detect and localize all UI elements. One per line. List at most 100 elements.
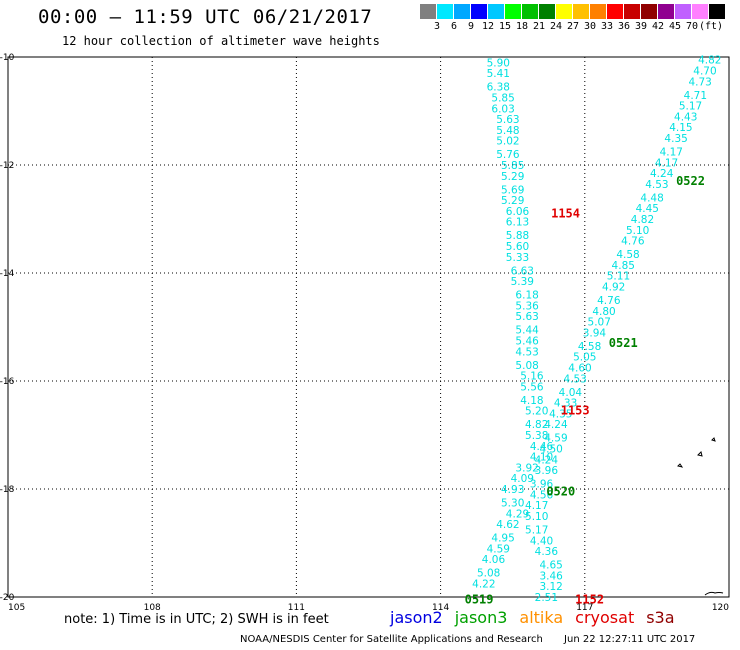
satellite-legend-item: altika: [519, 608, 564, 627]
wave-height-value-west: 5.02: [496, 136, 519, 148]
satellite-legend-item: jason2: [390, 608, 443, 627]
generation-timestamp: Jun 22 12:27:11 UTC 2017: [564, 634, 696, 645]
scale-label: (ft): [699, 21, 724, 32]
wave-height-value-west: 5.90: [487, 57, 510, 69]
satellite-legend-item: s3a: [646, 608, 675, 627]
scale-swatch: [590, 4, 606, 19]
scale-label: 45: [668, 21, 682, 32]
wave-height-value-west: 3.92: [515, 462, 538, 474]
satellite-legend-item: cryosat: [575, 608, 635, 627]
wave-height-value-east: 4.70: [693, 66, 716, 78]
pass-time-label: 0522: [676, 174, 705, 188]
pass-time-label: 0521: [609, 336, 638, 350]
scale-label: 33: [600, 21, 614, 32]
wave-height-value-west: 4.46: [530, 441, 554, 453]
scale-label: 9: [467, 21, 475, 32]
lon-tick-label: 114: [432, 603, 449, 613]
wave-height-value-west: 4.95: [491, 533, 514, 545]
wave-height-value-east: 5.11: [607, 271, 630, 283]
wave-height-value-east: 4.43: [674, 111, 697, 123]
lat-tick-label: -10: [0, 53, 15, 63]
wave-height-value-east: 4.24: [650, 168, 674, 180]
wave-height-value-west: 5.69: [501, 184, 524, 196]
scale-swatch: [624, 4, 640, 19]
wave-height-value-west: 5.36: [515, 300, 539, 312]
wave-height-value-east: 4.76: [621, 236, 645, 248]
wave-height-value-west: 4.06: [482, 554, 506, 566]
lat-tick-label: -20: [0, 593, 15, 603]
wave-height-value-east: 4.48: [640, 192, 663, 204]
wave-height-value-east: 4.36: [535, 546, 559, 558]
wave-height-value-east: 4.40: [530, 535, 553, 547]
wave-height-value-west: 6.63: [511, 265, 534, 277]
wave-height-value-east: 5.05: [573, 352, 596, 364]
wave-height-value-east: 5.10: [626, 225, 649, 237]
scale-label: 36: [617, 21, 631, 32]
wave-height-value-west: 6.38: [487, 82, 510, 94]
pass-time-label: 0519: [465, 593, 494, 607]
scale-label: 42: [651, 21, 665, 32]
wave-height-points: 5.905.416.385.856.035.635.485.025.765.85…: [472, 55, 721, 604]
scale-label: 27: [566, 21, 580, 32]
footer-note: note: 1) Time is in UTC; 2) SWH is in fe…: [64, 612, 329, 627]
wave-height-value-west: 5.20: [525, 406, 548, 418]
wave-height-value-east: 5.10: [525, 511, 548, 523]
wave-height-value-east: 4.15: [669, 122, 692, 134]
scale-swatch: [505, 4, 521, 19]
wave-height-value-east: 4.56: [530, 489, 554, 501]
scale-swatch: [556, 4, 572, 19]
lon-tick-label: 111: [288, 603, 305, 613]
wave-height-value-east: 3.96: [535, 465, 559, 477]
wave-height-value-east: 4.17: [525, 500, 548, 512]
axis-tick-labels: 105 108 111 114 117 120 -10 -12 -14 -16 -18 -20: [0, 53, 729, 613]
lat-tick-label: -14: [0, 269, 15, 279]
wave-height-value-east: 4.59: [544, 433, 567, 445]
scale-swatch: [692, 4, 708, 19]
scale-swatch: [709, 4, 725, 19]
wave-height-value-west: 5.29: [501, 171, 524, 183]
wave-height-value-east: 4.24: [544, 419, 568, 431]
wave-height-value-west: 5.85: [501, 160, 524, 172]
scale-swatch: [607, 4, 623, 19]
wave-height-value-west: 4.62: [496, 519, 519, 531]
scale-label: 24: [549, 21, 563, 32]
lon-tick-label: 120: [712, 603, 729, 613]
wave-height-value-west: 5.41: [487, 68, 510, 80]
scale-label: 70: [685, 21, 699, 32]
scale-swatch: [539, 4, 555, 19]
wave-height-value-west: 4.82: [525, 419, 548, 431]
scale-label: 15: [498, 21, 512, 32]
scale-swatch: [420, 4, 436, 19]
scale-label: 6: [450, 21, 458, 32]
map-grid: [8, 57, 729, 597]
wave-height-value-east: 4.33: [554, 398, 577, 410]
wave-height-value-east: 4.73: [688, 76, 711, 88]
wave-height-value-east: 4.45: [636, 203, 659, 215]
wave-height-value-east: 4.58: [616, 249, 639, 261]
wave-height-value-west: 5.63: [515, 311, 538, 323]
scale-label: 30: [583, 21, 597, 32]
scale-label: 18: [515, 21, 529, 32]
lon-tick-label: 117: [576, 603, 593, 613]
wave-height-value-east: 4.17: [660, 147, 683, 159]
wave-height-value-east: 4.35: [664, 133, 687, 145]
pass-time-label: 1152: [575, 593, 604, 607]
wave-height-value-east: 4.04: [559, 387, 583, 399]
wave-height-value-west: 5.29: [501, 195, 524, 207]
scale-label: 21: [532, 21, 546, 32]
wave-height-value-west: 4.09: [511, 473, 534, 485]
wave-height-value-west: 4.10: [530, 452, 553, 464]
wave-height-value-west: 5.38: [525, 430, 548, 442]
lon-tick-label: 108: [144, 603, 161, 613]
wave-height-value-west: 5.63: [496, 114, 519, 126]
scale-swatch: [658, 4, 674, 19]
wave-height-value-east: 4.17: [655, 157, 678, 169]
wave-height-value-west: 5.44: [515, 325, 539, 337]
map-subtitle: 12 hour collection of altimeter wave hei…: [62, 34, 380, 48]
scale-swatch: [573, 4, 589, 19]
wave-height-value-east: 5.17: [679, 101, 702, 113]
wave-height-value-east: 4.76: [597, 295, 621, 307]
scale-swatch: [471, 4, 487, 19]
wave-height-value-west: 5.85: [491, 93, 514, 105]
